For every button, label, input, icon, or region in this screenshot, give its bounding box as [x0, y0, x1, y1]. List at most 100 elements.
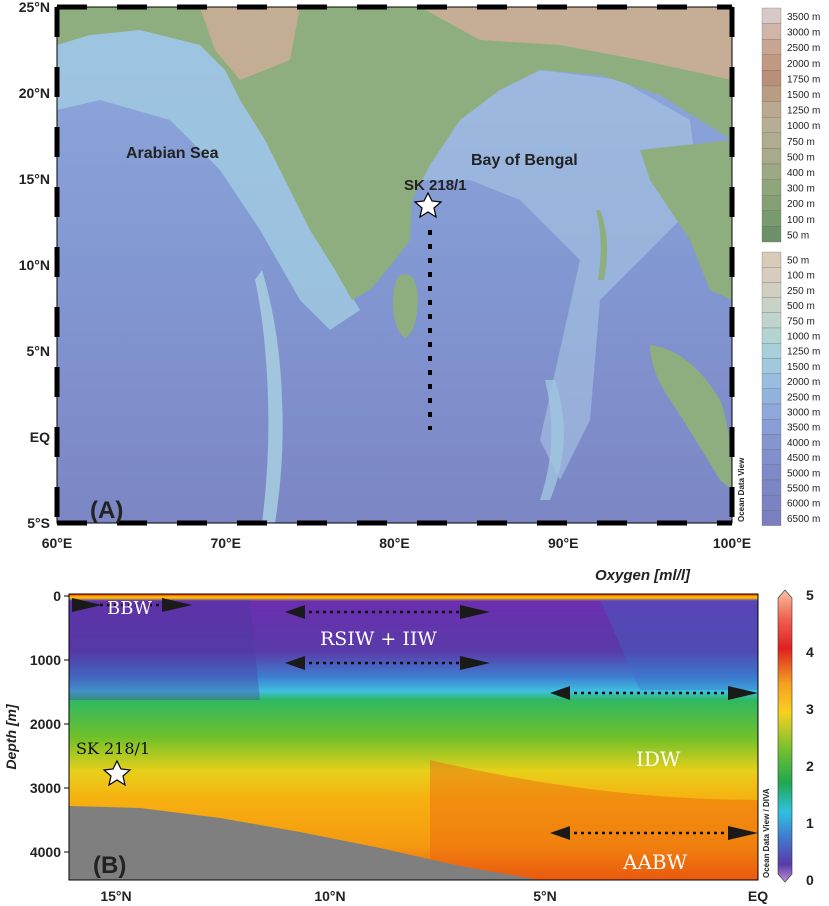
station-star-icon	[413, 191, 443, 219]
legend-sea-label: 50 m	[787, 256, 809, 267]
legend-sea-label: 6000 m	[787, 499, 820, 510]
shelf-arabian	[57, 7, 360, 330]
map-panel-label: (A)	[90, 497, 123, 524]
arrow-idw-head	[550, 686, 570, 700]
section-station-label: SK 218/1	[76, 739, 150, 758]
legend-sea-label: 2000 m	[787, 377, 820, 388]
chagos-laccadive-ridge	[255, 270, 283, 523]
legend-sea-label: 4500 m	[787, 453, 820, 464]
section-lat-tick: 15°N	[100, 888, 131, 904]
map-lat-tick: 10°N	[19, 257, 50, 273]
map-lat-tick: EQ	[30, 429, 50, 445]
legend-sea-label: 5000 m	[787, 468, 820, 479]
oxygen-left-lobe	[69, 600, 260, 700]
legend-sea-swatch	[761, 282, 782, 298]
legend-sea-swatch	[761, 419, 782, 435]
map-frame-dashes	[54, 4, 735, 526]
legend-sea-swatch	[761, 403, 782, 420]
flow-arrows	[100, 603, 745, 835]
legend-sea-label: 3500 m	[787, 423, 820, 434]
legend-land-swatch	[761, 179, 782, 196]
legend-sea-swatch	[761, 510, 782, 526]
section-title: Oxygen [ml/l]	[595, 567, 691, 584]
colorbar-tick: 5	[806, 587, 814, 603]
colorbar-tick: 0	[806, 872, 814, 888]
shelf-bengal	[410, 70, 700, 480]
label-aabw: AABW	[622, 850, 688, 874]
legend-sea-swatch	[761, 495, 782, 511]
legend-land-label: 1000 m	[787, 121, 820, 132]
legend-sea-label: 1000 m	[787, 332, 820, 343]
legend-land-swatch	[761, 101, 782, 118]
region-arabian-sea: Arabian Sea	[126, 145, 219, 162]
land-thar	[200, 7, 300, 80]
map-credit: Ocean Data View	[737, 457, 746, 522]
depth-legend: 3500 m 3000 m 2500 m 2000 m 1750 m 1500 m 1250…	[761, 7, 820, 526]
legend-land-label: 1500 m	[787, 90, 820, 101]
map-lat-tick: 15°N	[19, 171, 50, 187]
land-highlands	[420, 7, 732, 80]
depth-tick-label: 3000	[30, 780, 61, 796]
arrow-bbw-tail	[72, 598, 102, 612]
arrow-bbw-head	[162, 598, 192, 612]
colorbar-tick: 3	[806, 701, 814, 717]
map-lat-tick: 5°N	[27, 343, 51, 359]
arrow-rsiw-head	[285, 605, 305, 619]
legend-sea-swatch	[761, 388, 782, 405]
arrow-aabw-tail	[728, 826, 758, 840]
legend-sea-swatch	[761, 464, 782, 481]
label-bbw: BBW	[107, 598, 152, 619]
legend-land-label: 1750 m	[787, 74, 820, 85]
land-andaman	[596, 210, 608, 280]
station-label: SK 218/1	[404, 177, 467, 194]
map-lon-tick: 70°E	[210, 535, 241, 551]
legend-land-label: 300 m	[787, 184, 815, 195]
legend-land-label: 50 m	[787, 230, 809, 241]
section-station-star-icon	[102, 759, 132, 787]
map-lat-tick: 5°S	[27, 515, 50, 531]
section-lat-tick: 10°N	[314, 888, 345, 904]
legend-land-label: 2000 m	[787, 59, 820, 70]
colorbar-tick: 4	[806, 644, 814, 660]
legend-sea-label: 750 m	[787, 316, 815, 327]
legend-sea-swatch	[761, 449, 782, 465]
legend-land-label: 3000 m	[787, 28, 820, 39]
depth-tick-label: 2000	[30, 716, 61, 732]
legend-land-label: 200 m	[787, 199, 815, 210]
section-lat-ticks: 15°N 10°N 5°N EQ	[100, 888, 768, 904]
land-sri-lanka	[393, 274, 418, 338]
legend-land-swatch	[761, 7, 782, 24]
legend-land-swatch	[761, 195, 782, 211]
legend-land-label: 3500 m	[787, 12, 820, 23]
arrowheads	[72, 598, 758, 840]
legend-land-label: 1250 m	[787, 106, 820, 117]
legend-land-swatch	[761, 23, 782, 40]
arrow-rsiw-tail	[460, 605, 490, 619]
legend-sea-label: 250 m	[787, 286, 815, 297]
section-frame	[68, 593, 759, 881]
legend-sea-swatch	[761, 373, 782, 389]
land-arabia-india	[57, 7, 732, 300]
legend-sea-label: 100 m	[787, 271, 815, 282]
arrow-idw-tail	[728, 686, 758, 700]
depth-tick-label: 4000	[30, 844, 61, 860]
map-lat-tick: 20°N	[19, 85, 50, 101]
legend-sea-label: 6500 m	[787, 514, 820, 525]
oxygen-right-blue	[600, 600, 758, 690]
legend-sea-label: 3000 m	[787, 408, 820, 419]
map-lat-tick: 25°N	[19, 0, 50, 15]
legend-land-label: 100 m	[787, 215, 815, 226]
legend-land-swatch	[761, 210, 782, 227]
map-lon-tick: 100°E	[713, 535, 751, 551]
depth-tick-label: 1000	[30, 652, 61, 668]
legend-sea-swatch	[761, 297, 782, 313]
colorbar-tick: 1	[806, 815, 814, 831]
legend-sea-swatch	[761, 358, 782, 374]
ninetyeast-ridge	[540, 380, 564, 500]
section-lat-tick: EQ	[748, 888, 768, 904]
legend-sea-label: 5500 m	[787, 484, 820, 495]
legend-land-swatch	[761, 132, 782, 149]
legend-sea-swatch	[761, 434, 782, 450]
legend-sea-label: 1250 m	[787, 347, 820, 358]
